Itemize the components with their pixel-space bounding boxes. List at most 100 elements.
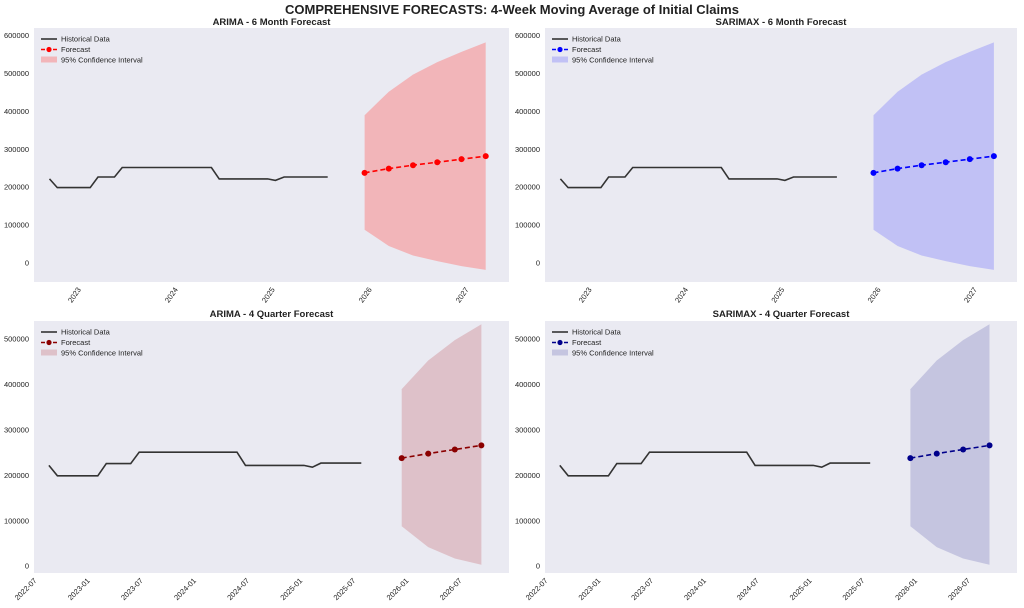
x-tick-label: 2022-07: [13, 576, 39, 602]
x-tick-label: 2027: [962, 286, 979, 305]
confidence-band: [364, 42, 486, 270]
x-tick-label: 2026: [357, 286, 374, 305]
confidence-band: [873, 42, 994, 270]
forecast-line: [873, 155, 995, 174]
y-tick-label: 400000: [515, 107, 540, 116]
x-tick-label: 2023-01: [66, 576, 92, 602]
y-tick-label: 300000: [4, 145, 29, 154]
confidence-band: [910, 324, 990, 565]
forecast-point: [986, 442, 993, 449]
legend-ci-label: 95% Confidence Interval: [61, 56, 143, 65]
forecast-point: [361, 169, 368, 176]
forecast-point: [425, 450, 432, 457]
legend-forecast-marker: [557, 339, 563, 346]
forecast-point: [942, 159, 949, 166]
forecast-line: [910, 444, 990, 459]
x-tick-label: 2025-01: [278, 576, 304, 602]
x-tick-label: 2022-07: [524, 576, 550, 602]
y-tick-label: 100000: [4, 516, 29, 525]
legend-ci-label: 95% Confidence Interval: [61, 349, 143, 358]
legend-forecast-label: Forecast: [572, 45, 602, 54]
y-tick-label: 500000: [515, 69, 540, 78]
forecast-point: [482, 153, 489, 160]
x-tick-label: 2024-01: [172, 576, 198, 602]
x-tick-label: 2024: [673, 286, 690, 305]
y-tick-label: 100000: [515, 221, 540, 230]
forecast-point: [907, 455, 914, 462]
y-tick-label: 100000: [4, 221, 29, 230]
legend-forecast-label: Forecast: [61, 338, 91, 347]
legend-forecast-marker: [46, 46, 52, 53]
forecast-point: [870, 169, 877, 176]
forecast-point: [385, 165, 392, 172]
legend-ci-swatch: [41, 349, 57, 356]
legend-ci-label: 95% Confidence Interval: [572, 349, 654, 358]
forecast-point: [933, 450, 940, 457]
x-tick-label: 2025: [260, 286, 277, 305]
y-tick-label: 400000: [515, 380, 540, 389]
legend-historical-label: Historical Data: [572, 328, 622, 337]
y-tick-label: 600000: [4, 31, 29, 40]
panel-arima-4-quarter: ARIMA - 4 Quarter Forecast 0 100000 200000…: [4, 309, 509, 602]
forecast-point: [966, 156, 973, 163]
panel-arima-6-month: ARIMA - 6 Month Forecast 0 100000 200000 30…: [4, 17, 509, 304]
x-tick-label: 2023-07: [629, 576, 655, 602]
x-tick-label: 2023-01: [577, 576, 603, 602]
x-tick-label: 2025-01: [788, 576, 814, 602]
forecast-point: [960, 446, 967, 453]
y-tick-label: 400000: [4, 380, 29, 389]
y-tick-label: 0: [25, 562, 29, 571]
panel-title: SARIMAX - 6 Month Forecast: [716, 17, 848, 28]
x-tick-label: 2026-01: [385, 576, 411, 602]
x-tick-label: 2024-07: [735, 576, 761, 602]
x-tick-label: 2025-07: [332, 576, 358, 602]
forecast-line: [364, 155, 486, 174]
y-tick-label: 400000: [4, 107, 29, 116]
legend-ci-swatch: [41, 56, 57, 63]
x-tick-label: 2023: [66, 286, 83, 305]
legend-historical-label: Historical Data: [61, 328, 111, 337]
y-tick-label: 0: [25, 259, 29, 268]
legend-historical-label: Historical Data: [61, 35, 111, 44]
confidence-band: [401, 324, 482, 565]
figure-title: COMPREHENSIVE FORECASTS: 4-Week Moving A…: [285, 2, 739, 17]
panel-title: ARIMA - 4 Quarter Forecast: [210, 309, 335, 320]
y-tick-label: 500000: [4, 335, 29, 344]
forecast-line: [401, 444, 482, 459]
y-tick-label: 200000: [4, 183, 29, 192]
y-tick-label: 200000: [515, 471, 540, 480]
legend-ci-label: 95% Confidence Interval: [572, 56, 654, 65]
panel-sarimax-6-month: SARIMAX - 6 Month Forecast 0 100000 200000…: [515, 17, 1017, 304]
legend-historical-label: Historical Data: [572, 35, 622, 44]
panel-title: SARIMAX - 4 Quarter Forecast: [713, 309, 851, 320]
panel-sarimax-4-quarter: SARIMAX - 4 Quarter Forecast 0 100000 2000…: [515, 309, 1017, 602]
legend-forecast-marker: [557, 46, 563, 53]
forecast-point: [990, 153, 997, 160]
x-tick-label: 2025-07: [841, 576, 867, 602]
y-tick-label: 200000: [4, 471, 29, 480]
x-tick-label: 2026: [866, 286, 883, 305]
x-tick-label: 2024: [163, 286, 180, 305]
x-tick-label: 2023: [577, 286, 594, 305]
x-tick-label: 2026-07: [438, 576, 464, 602]
historical-line: [559, 166, 837, 189]
forecast-point: [451, 446, 458, 453]
x-tick-label: 2027: [454, 286, 471, 305]
y-tick-label: 0: [536, 562, 540, 571]
y-tick-label: 100000: [515, 516, 540, 525]
legend-forecast-marker: [46, 339, 52, 346]
x-tick-label: 2026-01: [893, 576, 919, 602]
forecast-point: [434, 159, 441, 166]
historical-line: [559, 451, 871, 477]
y-tick-label: 500000: [515, 335, 540, 344]
y-tick-label: 300000: [4, 425, 29, 434]
legend-ci-swatch: [552, 349, 568, 356]
forecast-point: [894, 165, 901, 172]
legend-forecast-label: Forecast: [572, 338, 602, 347]
x-tick-label: 2024-07: [225, 576, 251, 602]
forecast-point: [398, 455, 405, 462]
